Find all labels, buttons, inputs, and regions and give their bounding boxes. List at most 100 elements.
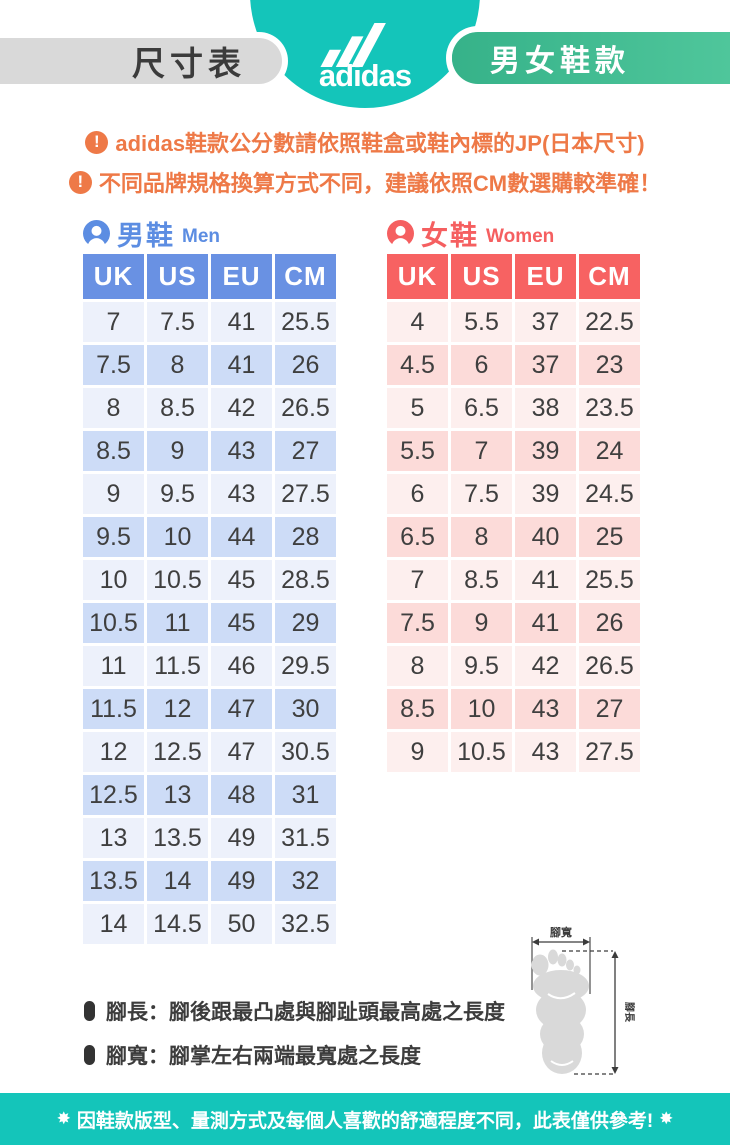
size-cell: 41	[515, 603, 576, 643]
size-cell: 23	[579, 345, 640, 385]
size-cell: 8.5	[147, 388, 208, 428]
table-row: 4 5.5 37 22.5	[387, 302, 647, 342]
size-cell: 25	[579, 517, 640, 557]
size-cell: 43	[211, 474, 272, 514]
size-cell: 12	[147, 689, 208, 729]
size-cell: 45	[211, 603, 272, 643]
bullet-icon	[84, 1001, 95, 1021]
size-chart-title-pill: 尺寸表	[0, 38, 282, 84]
size-cell: 26.5	[275, 388, 336, 428]
size-cell: 9.5	[451, 646, 512, 686]
size-cell: 8.5	[83, 431, 144, 471]
size-cell: 5.5	[451, 302, 512, 342]
women-table-title: 女鞋 Women	[387, 216, 647, 251]
size-cell: 8	[147, 345, 208, 385]
size-cell: 32.5	[275, 904, 336, 944]
notice-text: 不同品牌規格換算方式不同，建議依照CM數選購較準確！	[98, 171, 662, 196]
men-title-en: Men	[182, 225, 220, 247]
exclamation-icon: !	[85, 130, 109, 154]
size-cell: 42	[515, 646, 576, 686]
size-cell: 29	[275, 603, 336, 643]
size-cell: 43	[515, 732, 576, 772]
size-cell: 26	[275, 345, 336, 385]
category-label: 男女鞋款	[490, 45, 630, 78]
person-icon	[387, 219, 414, 247]
column-header: CM	[579, 254, 640, 299]
size-cell: 24.5	[579, 474, 640, 514]
table-row: 13.5 14 49 32	[83, 861, 343, 901]
size-cell: 28.5	[275, 560, 336, 600]
size-cell: 25.5	[275, 302, 336, 342]
size-cell: 8	[451, 517, 512, 557]
table-row: 9 9.5 43 27.5	[83, 474, 343, 514]
size-cell: 8.5	[387, 689, 448, 729]
size-cell: 7	[83, 302, 144, 342]
size-cell: 11.5	[83, 689, 144, 729]
size-cell: 11	[83, 646, 144, 686]
size-cell: 9.5	[147, 474, 208, 514]
size-cell: 14.5	[147, 904, 208, 944]
size-cell: 7	[451, 431, 512, 471]
size-cell: 27.5	[275, 474, 336, 514]
size-cell: 40	[515, 517, 576, 557]
bullet-icon	[84, 1045, 95, 1065]
size-cell: 6.5	[451, 388, 512, 428]
size-cell: 30	[275, 689, 336, 729]
size-cell: 27	[579, 689, 640, 729]
size-cell: 31.5	[275, 818, 336, 858]
size-cell: 11.5	[147, 646, 208, 686]
size-cell: 12	[83, 732, 144, 772]
table-row: 12 12.5 47 30.5	[83, 732, 343, 772]
size-cell: 41	[515, 560, 576, 600]
men-size-table: 男鞋 Men UK US EU CM 7 7.5 41 25.5 7.5 8 41 26 8 8.5 42 2…	[83, 216, 343, 944]
table-header-row: UK US EU CM	[387, 254, 647, 299]
size-cell: 37	[515, 302, 576, 342]
size-cell: 28	[275, 517, 336, 557]
size-cell: 14	[83, 904, 144, 944]
size-cell: 9	[83, 474, 144, 514]
size-cell: 46	[211, 646, 272, 686]
size-cell: 8	[387, 646, 448, 686]
size-cell: 13	[147, 775, 208, 815]
size-cell: 48	[211, 775, 272, 815]
table-row: 7.5 8 41 26	[83, 345, 343, 385]
table-row: 9 10.5 43 27.5	[387, 732, 647, 772]
table-row: 10.5 11 45 29	[83, 603, 343, 643]
size-cell: 10	[451, 689, 512, 729]
foot-length-note: 腳長：腳後跟最凸處與腳趾頭最高處之長度	[84, 996, 505, 1026]
size-cell: 39	[515, 474, 576, 514]
table-header-row: UK US EU CM	[83, 254, 343, 299]
size-cell: 10.5	[147, 560, 208, 600]
foot-width-label: 腳寬	[550, 925, 572, 939]
table-row: 8.5 9 43 27	[83, 431, 343, 471]
table-row: 10 10.5 45 28.5	[83, 560, 343, 600]
size-cell: 10	[147, 517, 208, 557]
size-cell: 41	[211, 302, 272, 342]
size-cell: 26.5	[579, 646, 640, 686]
table-row: 8.5 10 43 27	[387, 689, 647, 729]
table-row: 8 8.5 42 26.5	[83, 388, 343, 428]
size-cell: 13.5	[147, 818, 208, 858]
table-row: 5 6.5 38 23.5	[387, 388, 647, 428]
size-cell: 9	[387, 732, 448, 772]
table-row: 8 9.5 42 26.5	[387, 646, 647, 686]
women-size-grid: UK US EU CM 4 5.5 37 22.5 4.5 6 37 23 5 6.5 38 23.5 5.5 7…	[387, 254, 647, 772]
table-row: 12.5 13 48 31	[83, 775, 343, 815]
size-cell: 38	[515, 388, 576, 428]
size-cell: 10.5	[83, 603, 144, 643]
sparkle-icon: ✸	[659, 1109, 674, 1128]
column-header: EU	[211, 254, 272, 299]
size-cell: 12.5	[83, 775, 144, 815]
size-cell: 4	[387, 302, 448, 342]
notice-text: adidas鞋款公分數請依照鞋盒或鞋內標的JP(日本尺寸)	[115, 131, 645, 156]
size-cell: 9.5	[83, 517, 144, 557]
size-cell: 39	[515, 431, 576, 471]
column-header: EU	[515, 254, 576, 299]
size-cell: 4.5	[387, 345, 448, 385]
size-cell: 7.5	[147, 302, 208, 342]
size-cell: 42	[211, 388, 272, 428]
table-row: 14 14.5 50 32.5	[83, 904, 343, 944]
foot-measurement-diagram: 腳寬 腳長	[531, 925, 636, 1075]
size-cell: 29.5	[275, 646, 336, 686]
size-cell: 7.5	[451, 474, 512, 514]
